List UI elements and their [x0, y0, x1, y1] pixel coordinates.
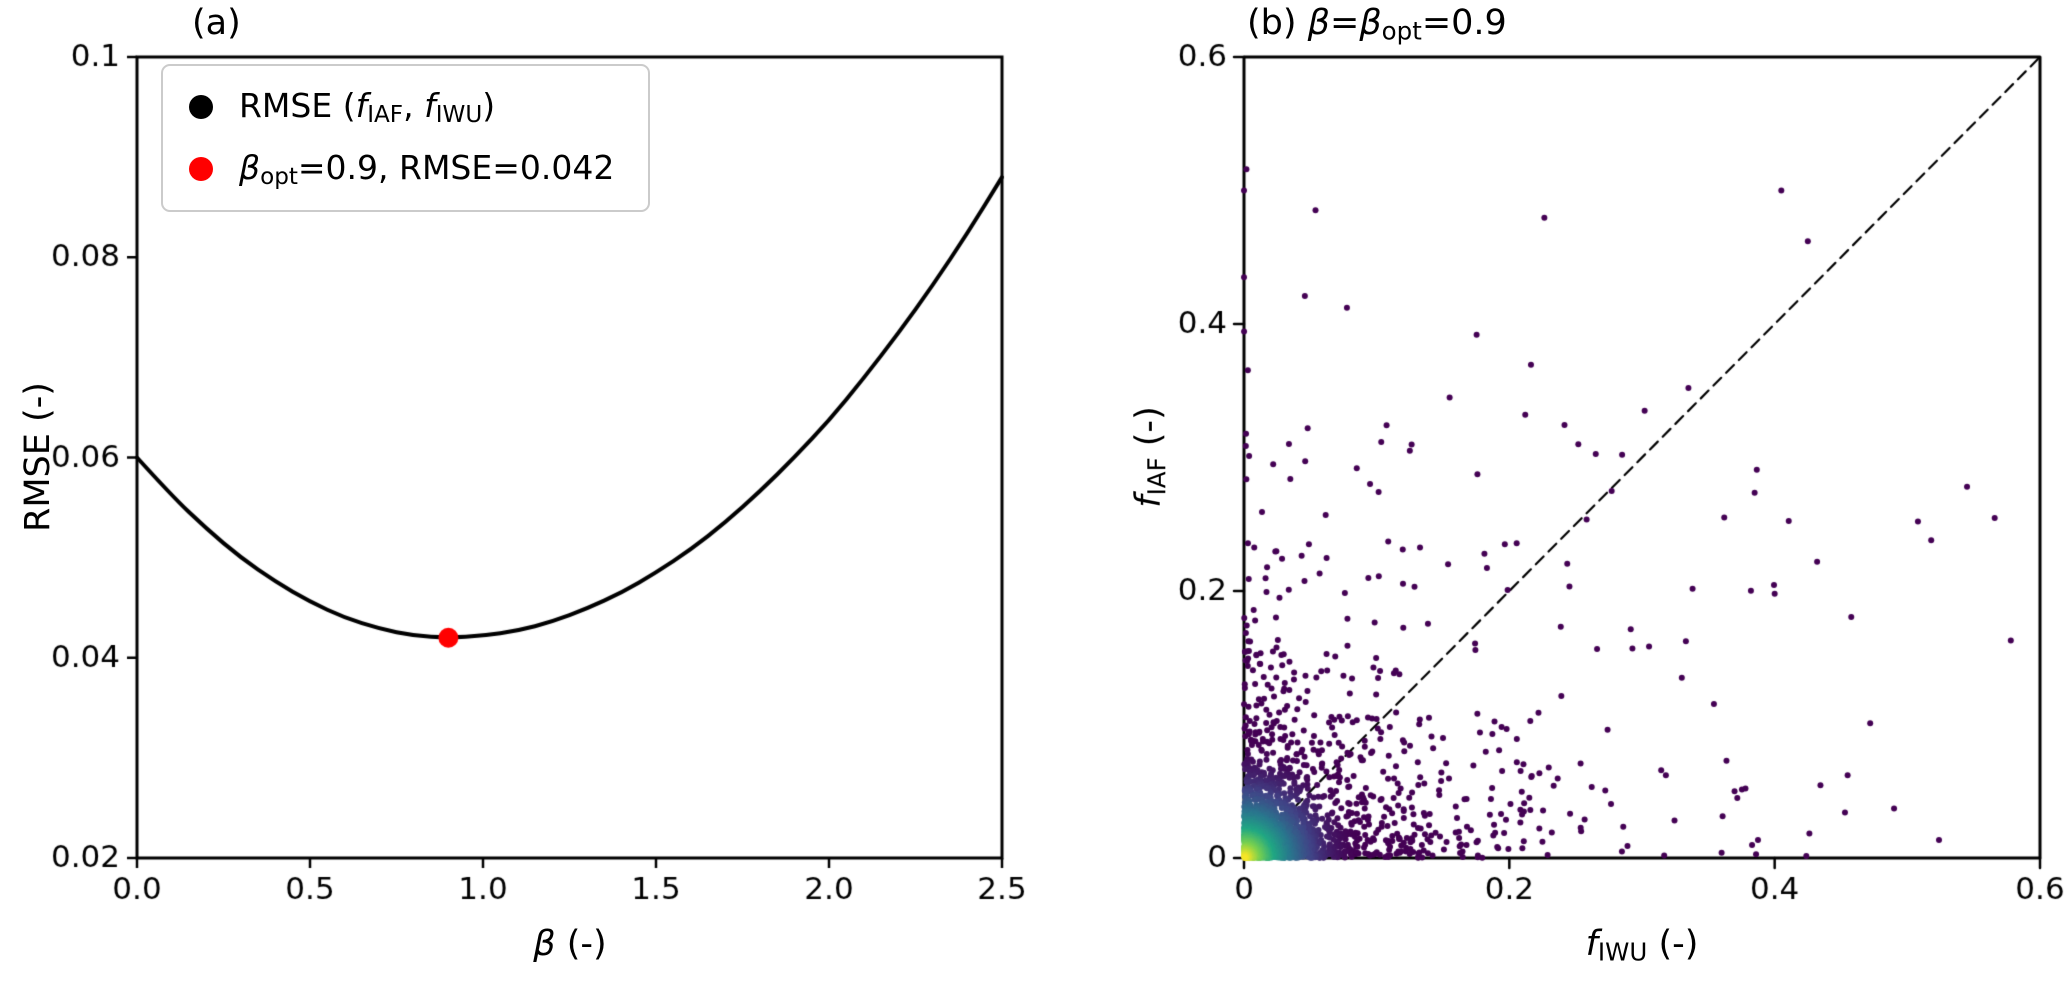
panel-b-title: (b) β=βopt=0.9: [1247, 3, 1507, 46]
legend-marker-black-dot-icon: [189, 95, 213, 120]
legend-item-optimum: βopt=0.9, RMSE=0.042: [189, 148, 614, 190]
legend-marker-red-dot-icon: [189, 157, 213, 182]
panel-a-title: (a): [192, 3, 241, 43]
panel-a-xlabel: β (-): [533, 924, 607, 964]
panel-a-ylabel: RMSE (-): [18, 382, 58, 532]
panel-b-ylabel: fIAF (-): [1128, 406, 1172, 508]
legend-item-rmse: RMSE (fIAF, fIWU): [189, 86, 614, 128]
legend-label-rmse: RMSE (fIAF, fIWU): [239, 86, 496, 129]
panel-b-xlabel: fIWU (-): [1585, 924, 1699, 967]
legend: RMSE (fIAF, fIWU) βopt=0.9, RMSE=0.042: [161, 64, 651, 213]
legend-label-optimum: βopt=0.9, RMSE=0.042: [239, 148, 615, 191]
